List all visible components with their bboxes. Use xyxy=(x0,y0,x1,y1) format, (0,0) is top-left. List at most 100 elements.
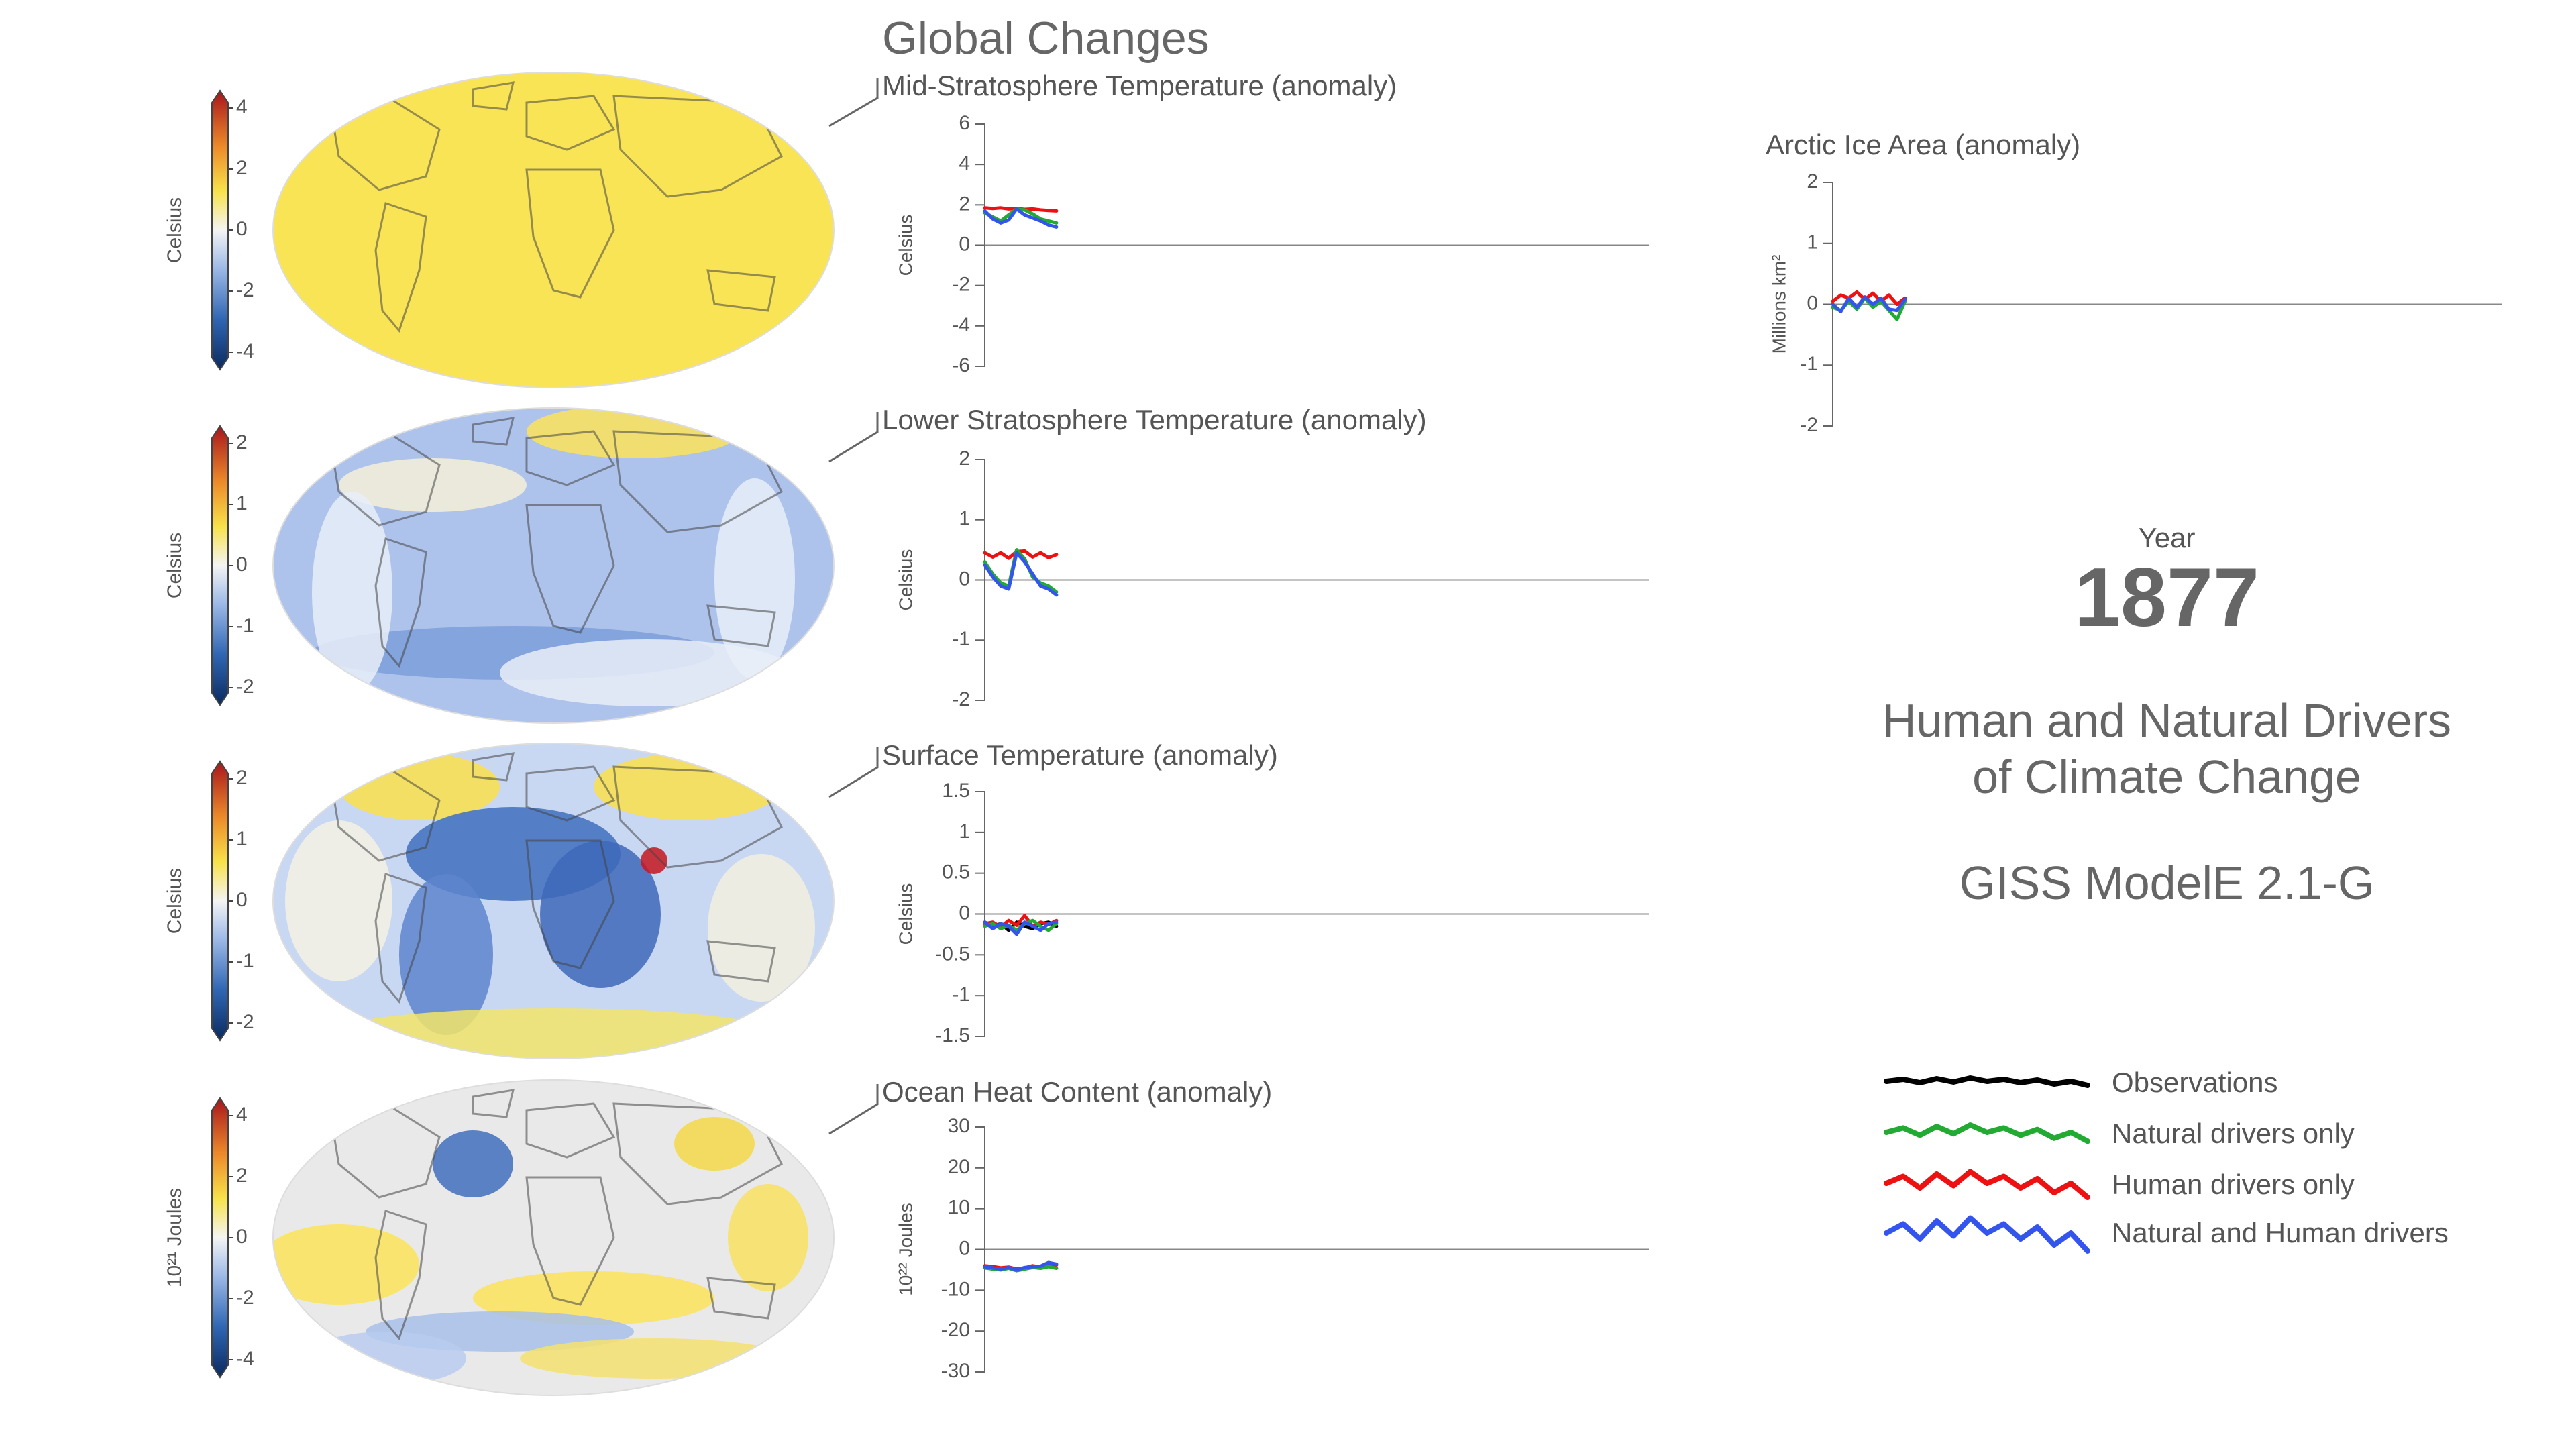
map-anomaly-region xyxy=(714,478,795,680)
series-natural-and-human-drivers xyxy=(1831,295,1907,313)
colorbar-tick-label: -4 xyxy=(236,340,254,362)
year-value: 1877 xyxy=(2074,551,2259,644)
colorbar-unit-label: Celsius xyxy=(164,868,186,934)
map-anomaly-region xyxy=(674,1117,755,1171)
y-tick-label: 2 xyxy=(1807,170,1818,193)
connector-line xyxy=(828,1084,879,1135)
continent-outline xyxy=(525,1102,616,1159)
map-anomaly-region xyxy=(594,753,782,820)
y-tick-label: -1.5 xyxy=(935,1024,970,1046)
panel-title-lower-strat: Lower Stratosphere Temperature (anomaly) xyxy=(882,404,1427,435)
world-map-2 xyxy=(273,408,834,723)
continent-outline xyxy=(706,269,776,312)
legend-label-human: Human drivers only xyxy=(2112,1169,2355,1200)
y-tick-label: -30 xyxy=(941,1360,970,1382)
y-tick-label: -6 xyxy=(952,354,970,376)
headline-line-1: Human and Natural Drivers xyxy=(1882,694,2452,747)
map-border xyxy=(272,72,835,388)
continent-outline xyxy=(525,839,615,969)
continent-outline xyxy=(525,765,616,822)
legend-swatch-2 xyxy=(1884,1122,2090,1144)
y-axis-label: 10²² Joules xyxy=(895,1203,916,1296)
colorbar-tick-label: 4 xyxy=(236,1104,248,1126)
y-tick-label: 0 xyxy=(959,902,970,924)
y-tick-label: -1 xyxy=(952,983,970,1006)
colorbar-tick-label: 2 xyxy=(236,431,248,453)
map-anomaly-region xyxy=(305,1332,466,1385)
line-chart-5: 2 1 0 -1 -2 Millions km² xyxy=(1768,170,2502,436)
continent-outline xyxy=(472,81,515,111)
map-anomaly-region xyxy=(433,1130,513,1197)
y-tick-label: 30 xyxy=(948,1115,970,1137)
panel-title-ocean-heat: Ocean Heat Content (anomaly) xyxy=(882,1076,1273,1108)
legend-swatch-1 xyxy=(1884,1075,2090,1088)
continent-outline xyxy=(374,1210,427,1341)
y-tick-label: 0 xyxy=(1807,292,1818,314)
headline-line-2: of Climate Change xyxy=(1972,751,2361,803)
colorbar-tick-label: 1 xyxy=(236,828,248,850)
line-chart-1: 6 4 2 0 -2 -4 -6 Celsius xyxy=(895,112,1649,376)
series-natural-drivers-only xyxy=(983,207,1059,225)
connector-line xyxy=(828,747,879,798)
legend-swatch-4 xyxy=(1884,1215,2090,1254)
map-anomaly-region xyxy=(312,492,392,693)
y-tick-label: 2 xyxy=(959,193,970,215)
world-map-4 xyxy=(273,1080,834,1395)
continent-outline xyxy=(374,873,427,1004)
legend-label-observations: Observations xyxy=(2112,1067,2278,1098)
y-axis-label: Millions km² xyxy=(1768,255,1789,354)
map-border xyxy=(272,1079,835,1396)
map-anomaly-region xyxy=(473,1271,714,1325)
y-tick-label: -1 xyxy=(952,628,970,650)
continent-outline xyxy=(472,1089,515,1118)
colorbar-tick-label: 2 xyxy=(236,1165,248,1187)
legend-label-natural: Natural drivers only xyxy=(2112,1118,2355,1149)
series-natural-and-human-drivers xyxy=(983,207,1059,229)
colorbar-tick-label: -1 xyxy=(236,950,254,972)
y-tick-label: 1.5 xyxy=(942,780,970,802)
continent-outline xyxy=(706,604,776,647)
continent-outline xyxy=(525,95,616,151)
panel-title-arctic-ice: Arctic Ice Area (anomaly) xyxy=(1766,129,2081,160)
y-tick-label: -10 xyxy=(941,1278,970,1300)
series-natural-drivers-only xyxy=(983,548,1059,594)
model-name: GISS ModelE 2.1-G xyxy=(1959,857,2375,909)
y-tick-label: 4 xyxy=(959,152,970,174)
year-label: Year xyxy=(2138,522,2196,553)
colorbar-tick-label: 4 xyxy=(236,96,248,118)
colorbar-tick-label: -2 xyxy=(236,1287,254,1309)
colorbar-tick-label: 0 xyxy=(236,1226,248,1248)
y-tick-label: 1 xyxy=(959,508,970,530)
y-tick-label: -4 xyxy=(952,314,970,336)
line-chart-2: 2 1 0 -1 -2 Celsius xyxy=(895,447,1649,710)
y-tick-label: -2 xyxy=(952,274,970,296)
y-tick-label: 1 xyxy=(1807,231,1818,254)
y-tick-label: -2 xyxy=(952,688,970,710)
continent-outline xyxy=(525,1176,615,1306)
colorbar-tick-label: -4 xyxy=(236,1348,254,1370)
line-chart-4: 30 20 10 0 -10 -20 -30 10²² Joules xyxy=(895,1115,1649,1382)
page-title: Global Changes xyxy=(882,13,1210,64)
map-anomaly-region xyxy=(285,820,392,981)
continent-outline xyxy=(374,537,427,669)
series-human-drivers-only xyxy=(983,549,1059,560)
map-anomaly-region xyxy=(641,847,667,874)
continent-outline xyxy=(525,430,616,486)
colorbar-1 xyxy=(211,89,229,371)
colorbar-tick-label: 1 xyxy=(236,492,248,515)
panel-title-surface: Surface Temperature (anomaly) xyxy=(882,739,1278,771)
colorbar-tick-label: 0 xyxy=(236,553,248,576)
y-tick-label: 0 xyxy=(959,233,970,255)
y-axis-label: Celsius xyxy=(895,549,916,611)
colorbar-unit-label: Celsius xyxy=(164,197,186,263)
continent-outline xyxy=(706,940,776,983)
y-tick-label: 1 xyxy=(959,820,970,843)
y-tick-label: -1 xyxy=(1800,353,1818,375)
colorbar-unit-label: 10²¹ Joules xyxy=(164,1188,186,1287)
world-map-1 xyxy=(273,72,834,388)
legend-swatch-3 xyxy=(1884,1169,2090,1200)
colorbar-3 xyxy=(211,760,229,1042)
continent-outline xyxy=(525,168,615,299)
